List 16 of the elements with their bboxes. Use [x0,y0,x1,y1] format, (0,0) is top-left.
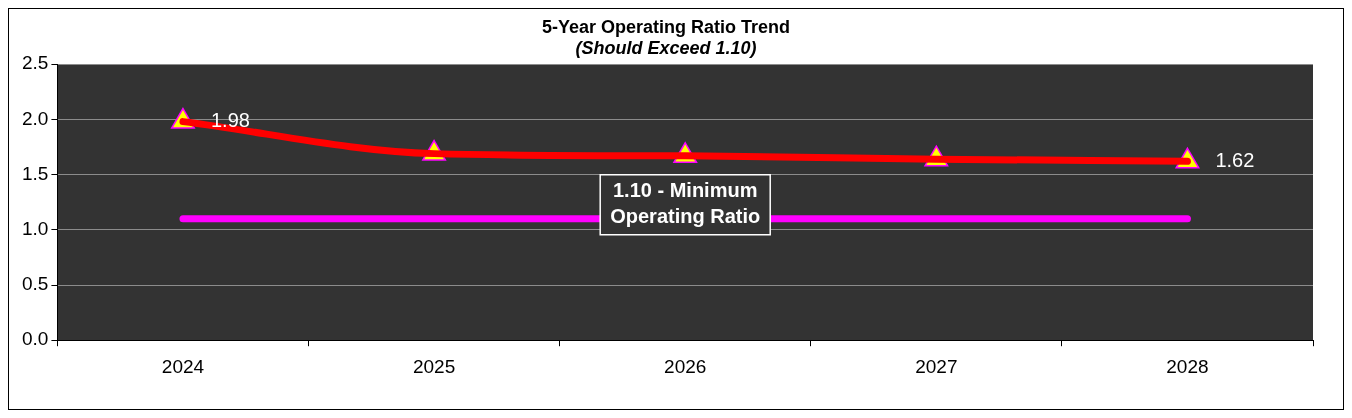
data-label: 1.98 [210,109,250,132]
data-label: 1.62 [1215,148,1255,171]
chart-subtitle: (Should Exceed 1.10) [575,38,757,59]
y-tick-label: 1.0 [21,218,49,240]
y-tick-label: 0.5 [21,273,49,295]
ref-line-label: 1.10 - Minimum Operating Ratio [610,179,761,228]
y-tick-label: 2.5 [21,52,49,74]
chart-title: 5-Year Operating Ratio Trend [541,16,791,37]
y-tick-label: 0.0 [21,328,49,350]
y-tick-label: 2.0 [21,107,49,129]
x-tick-label: 2026 [664,355,707,377]
x-tick-label: 2024 [161,355,205,377]
x-tick-label: 2027 [915,355,958,377]
x-tick-label: 2025 [412,355,456,377]
x-tick-label: 2028 [1166,355,1209,377]
y-tick-label: 1.5 [21,162,49,184]
